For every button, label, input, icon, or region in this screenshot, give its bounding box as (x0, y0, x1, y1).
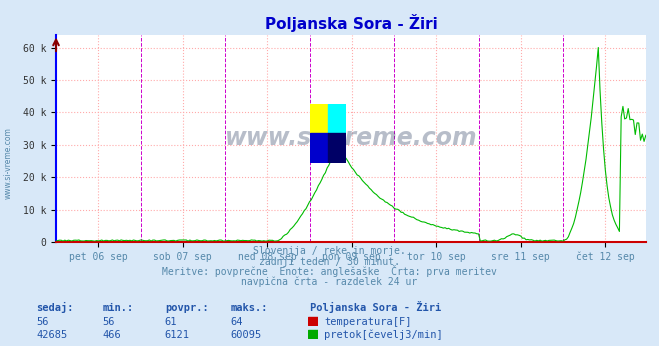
Text: 6121: 6121 (165, 330, 190, 340)
Text: pretok[čevelj3/min]: pretok[čevelj3/min] (324, 329, 443, 340)
Text: Poljanska Sora - Žiri: Poljanska Sora - Žiri (310, 301, 441, 313)
Bar (308, 330, 318, 338)
Text: sedaj:: sedaj: (36, 302, 74, 313)
Bar (310, 133, 328, 163)
Text: 64: 64 (231, 317, 243, 327)
Text: Meritve: povprečne  Enote: anglešaške  Črta: prva meritev: Meritve: povprečne Enote: anglešaške Črt… (162, 265, 497, 277)
Text: min.:: min.: (102, 303, 133, 313)
Text: zadnji teden / 30 minut.: zadnji teden / 30 minut. (259, 257, 400, 267)
Bar (328, 133, 346, 163)
Text: povpr.:: povpr.: (165, 303, 208, 313)
Bar (308, 317, 318, 325)
Text: maks.:: maks.: (231, 303, 268, 313)
Text: 56: 56 (102, 317, 115, 327)
Text: temperatura[F]: temperatura[F] (324, 317, 412, 327)
Text: 56: 56 (36, 317, 49, 327)
Text: 61: 61 (165, 317, 177, 327)
Bar (328, 104, 346, 133)
Text: 42685: 42685 (36, 330, 67, 340)
Bar (310, 104, 328, 133)
Text: Slovenija / reke in morje.: Slovenija / reke in morje. (253, 246, 406, 256)
Text: 466: 466 (102, 330, 121, 340)
Text: navpična črta - razdelek 24 ur: navpična črta - razdelek 24 ur (241, 277, 418, 288)
Text: www.si-vreme.com: www.si-vreme.com (3, 127, 13, 199)
Text: 60095: 60095 (231, 330, 262, 340)
Text: www.si-vreme.com: www.si-vreme.com (225, 126, 477, 151)
Title: Poljanska Sora - Žiri: Poljanska Sora - Žiri (264, 14, 438, 32)
